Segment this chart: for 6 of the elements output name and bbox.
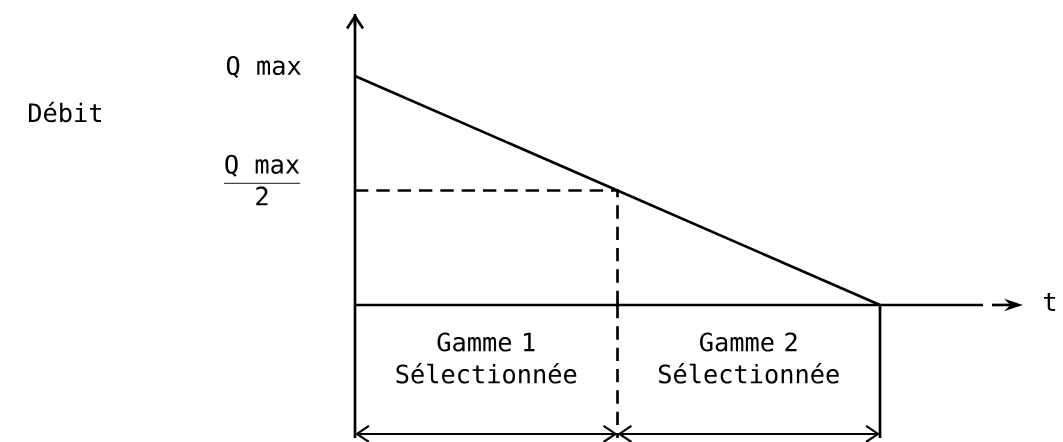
x-axis-title: t: [1043, 293, 1056, 311]
text: Gamme 1 Sélectionnée: [396, 332, 577, 384]
text: Débit: [28, 101, 102, 123]
text: Q max: [226, 55, 301, 79]
text: $\frac{\text{Q max}}{\text{2}}$: [223, 154, 301, 206]
text: Gamme 2 Sélectionnée: [658, 332, 839, 384]
